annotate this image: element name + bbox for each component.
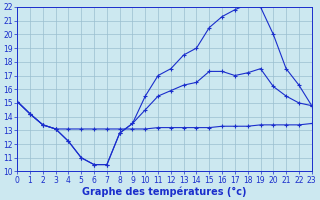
X-axis label: Graphe des températures (°c): Graphe des températures (°c) (82, 186, 247, 197)
